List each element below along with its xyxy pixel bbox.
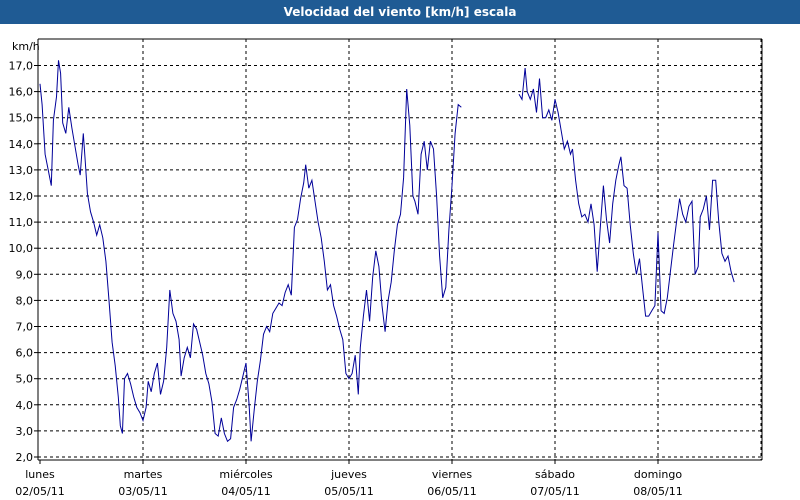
- series-group: [39, 60, 735, 443]
- y-tick-label: 7,0: [16, 321, 34, 334]
- x-tick-date: 08/05/11: [633, 485, 682, 498]
- x-tick-date: 07/05/11: [530, 485, 579, 498]
- wind-speed-line: [39, 60, 462, 443]
- horizontal-grid: [38, 65, 762, 458]
- y-tick-label: 12,0: [9, 190, 34, 203]
- x-tick-weekday: martes: [124, 468, 163, 481]
- y-tick-label: 15,0: [9, 112, 34, 125]
- y-tick-label: 6,0: [16, 347, 34, 360]
- y-tick-labels: 17,0 16,0 15,0 14,0 13,0 12,0 11,0 10,0 9,0 8,0 7,…: [9, 60, 38, 464]
- y-tick-label: 13,0: [9, 164, 34, 177]
- y-tick-label: 3,0: [16, 425, 34, 438]
- x-tick-weekday: lunes: [25, 468, 55, 481]
- y-tick-label: 11,0: [9, 216, 34, 229]
- vertical-grid: [142, 39, 762, 460]
- x-tick-date: 04/05/11: [221, 485, 270, 498]
- x-tick-weekday: sábado: [535, 468, 575, 481]
- x-tick-date: 02/05/11: [15, 485, 64, 498]
- y-tick-label: 5,0: [16, 373, 34, 386]
- y-tick-label: 16,0: [9, 86, 34, 99]
- x-tick-weekday: jueves: [330, 468, 367, 481]
- y-tick-label: 10,0: [9, 242, 34, 255]
- x-tick-weekday: viernes: [432, 468, 472, 481]
- y-tick-label: 9,0: [16, 268, 34, 281]
- chart-title: Velocidad del viento [km/h] escala: [283, 5, 517, 19]
- y-axis-unit-label: km/h: [12, 40, 40, 53]
- x-tick-weekday: miércoles: [219, 468, 272, 481]
- y-tick-label: 2,0: [16, 451, 34, 464]
- x-tick-labels: lunes 02/05/11 martes 03/05/11 miércoles 04/0…: [15, 460, 683, 498]
- x-tick-date: 06/05/11: [427, 485, 476, 498]
- x-tick-date: 03/05/11: [118, 485, 167, 498]
- y-tick-label: 4,0: [16, 399, 34, 412]
- wind-speed-line: [518, 68, 735, 317]
- y-tick-label: 14,0: [9, 138, 34, 151]
- x-tick-weekday: domingo: [634, 468, 682, 481]
- y-tick-label: 17,0: [9, 60, 34, 73]
- y-tick-label: 8,0: [16, 294, 34, 307]
- x-tick-date: 05/05/11: [324, 485, 373, 498]
- chart-title-bar: Velocidad del viento [km/h] escala: [0, 0, 800, 24]
